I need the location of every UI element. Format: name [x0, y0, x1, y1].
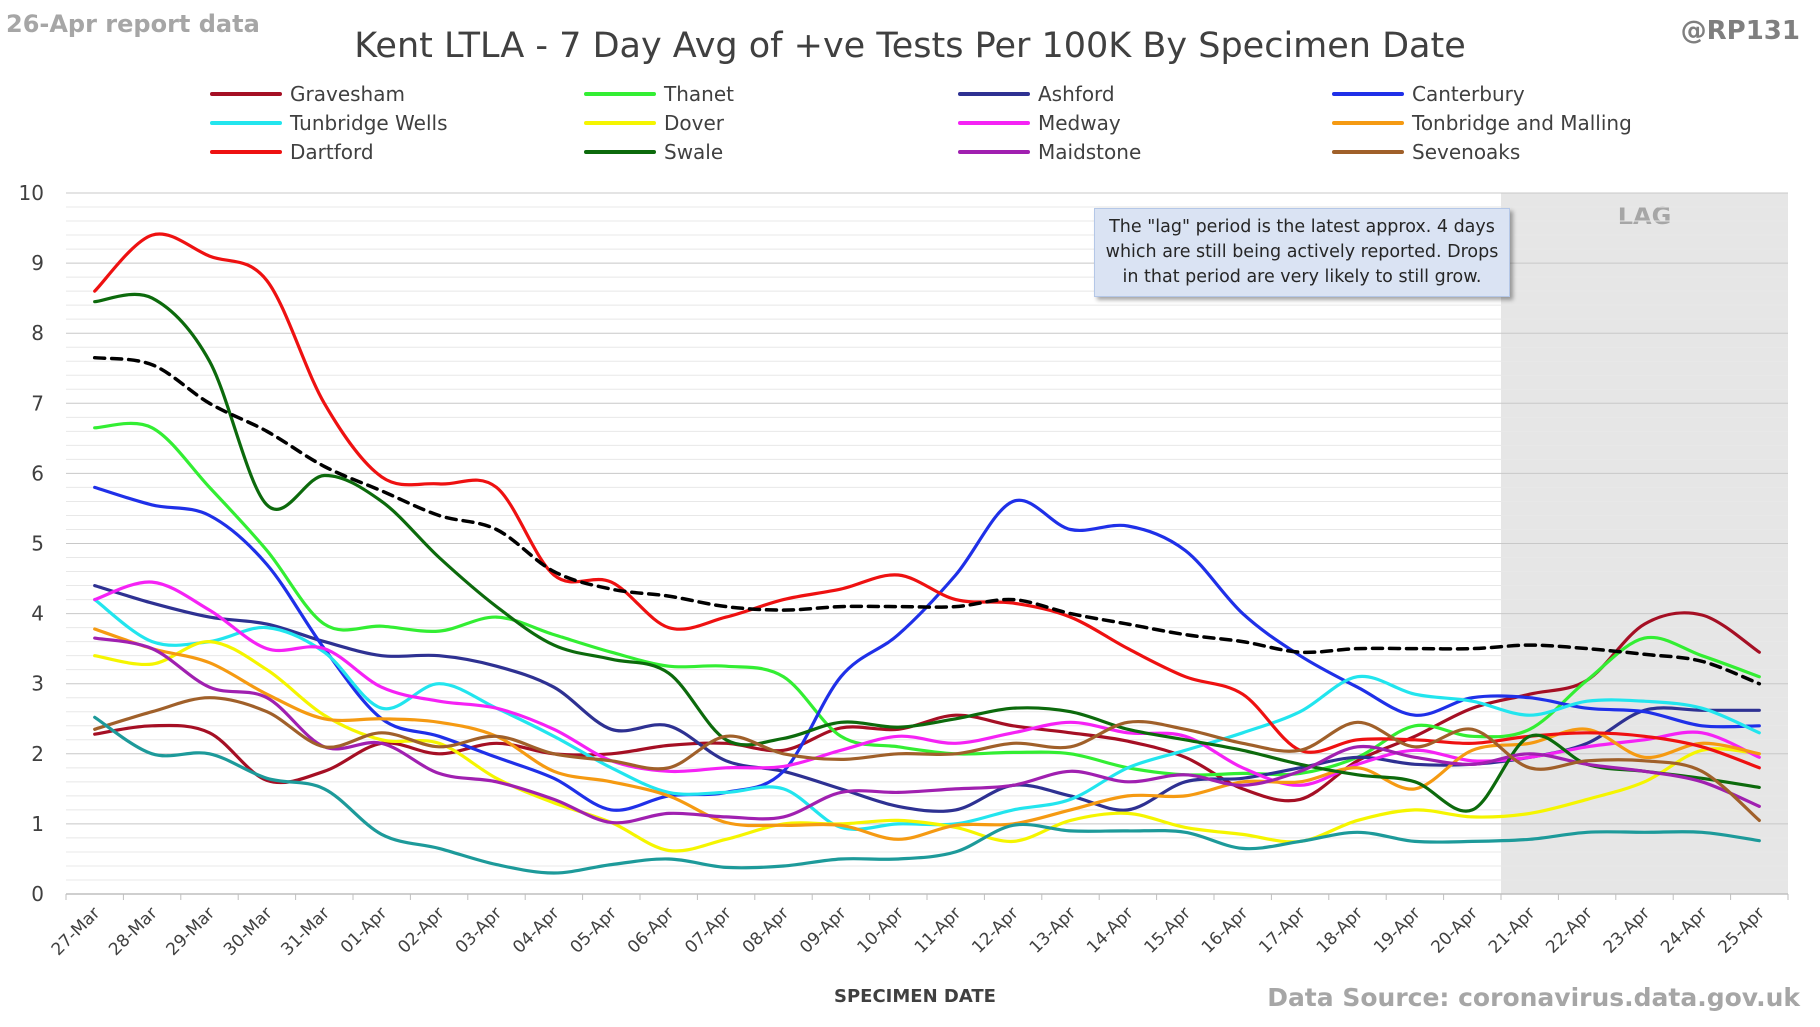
lag-annotation-box: The "lag" period is the latest approx. 4… — [1094, 208, 1510, 297]
x-tick-label: 31-Mar — [277, 903, 333, 959]
y-tick-label: 6 — [31, 461, 44, 485]
legend-label-medway: Medway — [1038, 111, 1121, 135]
legend-label-thanet: Thanet — [663, 82, 734, 106]
y-tick-label: 8 — [31, 321, 44, 345]
legend-label-sevenoaks: Sevenoaks — [1412, 140, 1520, 164]
y-tick-label: 0 — [31, 882, 44, 906]
x-tick-label: 18-Apr — [1313, 903, 1367, 957]
x-tick-label: 12-Apr — [968, 903, 1022, 957]
series-line-medway — [93, 580, 1761, 787]
y-tick-label: 9 — [31, 251, 44, 275]
legend-label-maidstone: Maidstone — [1038, 140, 1141, 164]
series-line-tunbridge-wells — [93, 598, 1761, 831]
x-tick-label: 30-Mar — [220, 903, 276, 959]
x-tick-label: 15-Apr — [1141, 903, 1195, 957]
x-tick-label: 09-Apr — [796, 903, 850, 957]
legend-label-tunbridge-wells: Tunbridge Wells — [289, 111, 448, 135]
x-tick-label: 19-Apr — [1370, 903, 1424, 957]
chart-title: Kent LTLA - 7 Day Avg of +ve Tests Per 1… — [354, 26, 1466, 66]
y-tick-label: 4 — [31, 602, 44, 626]
x-tick-label: 20-Apr — [1428, 903, 1482, 957]
series-line-thanet — [93, 421, 1761, 777]
legend-label-swale: Swale — [664, 140, 723, 164]
x-tick-label: 23-Apr — [1600, 903, 1654, 957]
x-tick-label: 29-Mar — [163, 903, 219, 959]
x-tick-label: 28-Mar — [105, 903, 161, 959]
y-tick-label: 7 — [31, 391, 44, 415]
y-tick-label: 10 — [19, 181, 44, 205]
series-line-unlabelled-13 — [92, 355, 1762, 686]
y-tick-label: 5 — [31, 532, 44, 556]
legend-label-dover: Dover — [664, 111, 725, 135]
x-tick-label: 24-Apr — [1657, 903, 1711, 957]
y-tick-label: 3 — [31, 672, 44, 696]
legend-label-ashford: Ashford — [1038, 82, 1115, 106]
x-tick-label: 21-Apr — [1485, 903, 1539, 957]
report-date-label: 26-Apr report data — [6, 10, 260, 38]
x-tick-label: 06-Apr — [624, 903, 678, 957]
x-tick-label: 10-Apr — [854, 903, 908, 957]
x-tick-label: 13-Apr — [1026, 903, 1080, 957]
series-line-dover — [93, 639, 1761, 853]
series-line-unlabelled-12 — [93, 715, 1761, 875]
x-axis-label: SPECIMEN DATE — [834, 986, 996, 1007]
x-tick-label: 04-Apr — [509, 903, 563, 957]
series-line-swale — [93, 292, 1761, 813]
y-tick-label: 1 — [31, 812, 44, 836]
data-source-label: Data Source: coronavirus.data.gov.uk — [1267, 983, 1800, 1012]
x-tick-label: 25-Apr — [1715, 903, 1769, 957]
series-line-gravesham — [93, 611, 1761, 803]
legend-label-dartford: Dartford — [290, 140, 374, 164]
legend-label-tonbridge-and-malling: Tonbridge and Malling — [1411, 111, 1632, 135]
series-line-tonbridge-and-malling — [93, 627, 1761, 841]
x-tick-label: 17-Apr — [1255, 903, 1309, 957]
y-tick-label: 2 — [31, 742, 44, 766]
x-tick-label: 16-Apr — [1198, 903, 1252, 957]
x-tick-label: 05-Apr — [567, 903, 621, 957]
x-tick-label: 03-Apr — [452, 903, 506, 957]
lag-label: LAG — [1618, 202, 1672, 230]
author-handle: @RP131 — [1680, 16, 1800, 46]
x-tick-label: 01-Apr — [337, 903, 391, 957]
x-tick-label: 14-Apr — [1083, 903, 1137, 957]
x-tick-label: 11-Apr — [911, 903, 965, 957]
series-line-dartford — [93, 232, 1761, 770]
x-tick-label: 07-Apr — [681, 903, 735, 957]
legend-label-gravesham: Gravesham — [290, 82, 405, 106]
x-tick-label: 08-Apr — [739, 903, 793, 957]
x-tick-label: 22-Apr — [1542, 903, 1596, 957]
legend-label-canterbury: Canterbury — [1412, 82, 1525, 106]
x-tick-label: 02-Apr — [394, 903, 448, 957]
series-line-maidstone — [93, 636, 1761, 825]
x-tick-label: 27-Mar — [48, 903, 104, 959]
series-line-sevenoaks — [93, 696, 1761, 822]
